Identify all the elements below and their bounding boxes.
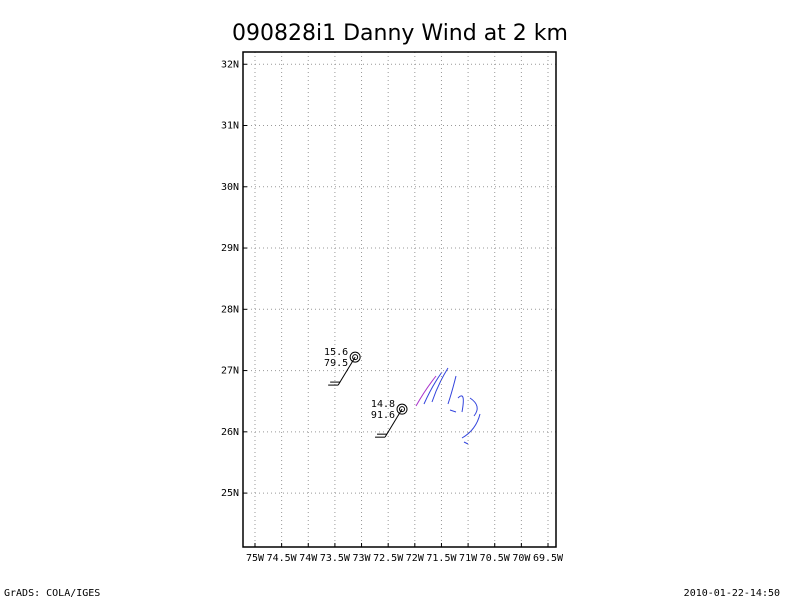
- wind-streak: [431, 367, 449, 403]
- wind-streak: [463, 441, 469, 445]
- wind-streak: [457, 395, 464, 413]
- storm-center: [349, 351, 361, 363]
- x-tick-label: 71.5W: [426, 553, 457, 564]
- storm-center-inner: [399, 406, 406, 413]
- x-tick-label: 70W: [512, 553, 531, 564]
- wind-streak: [447, 375, 457, 405]
- wind-streaks: [415, 367, 481, 445]
- storm-center: [396, 403, 408, 415]
- wind-streak: [415, 375, 437, 407]
- plot-frame: [242, 51, 557, 548]
- y-tick-label: 32N: [221, 59, 239, 70]
- wind-streak: [449, 409, 457, 413]
- lower-label: 79.5: [324, 358, 348, 369]
- y-tick-label: 30N: [221, 182, 239, 193]
- wind-streak: [423, 371, 443, 405]
- x-tick-label: 69.5W: [533, 553, 564, 564]
- x-tick-label: 75W: [246, 553, 265, 564]
- chart-title: 090828i1 Danny Wind at 2 km: [232, 21, 568, 46]
- y-tick-label: 28N: [221, 304, 239, 315]
- x-tick-label: 73.5W: [320, 553, 351, 564]
- wind-streak: [469, 397, 478, 417]
- upper-label: 15.6: [324, 347, 348, 358]
- lower-label: 91.6: [371, 410, 395, 421]
- x-tick-label: 73W: [353, 553, 372, 564]
- y-tick-label: 27N: [221, 366, 239, 377]
- x-tick-label: 74.5W: [267, 553, 298, 564]
- y-tick-label: 25N: [221, 488, 239, 499]
- x-tick-label: 72W: [406, 553, 425, 564]
- storm-center-inner: [352, 354, 359, 361]
- x-tick-label: 71W: [459, 553, 478, 564]
- x-tick-label: 72.5W: [373, 553, 404, 564]
- y-tick-label: 29N: [221, 243, 239, 254]
- x-tick-label: 74W: [299, 553, 318, 564]
- y-tick-label: 26N: [221, 427, 239, 438]
- x-tick-label: 70.5W: [480, 553, 511, 564]
- footer-left: GrADS: COLA/IGES: [4, 588, 100, 599]
- y-tick-label: 31N: [221, 121, 239, 132]
- upper-label: 14.8: [371, 399, 395, 410]
- wind-streak: [461, 413, 481, 439]
- footer-right: 2010-01-22-14:50: [684, 588, 780, 599]
